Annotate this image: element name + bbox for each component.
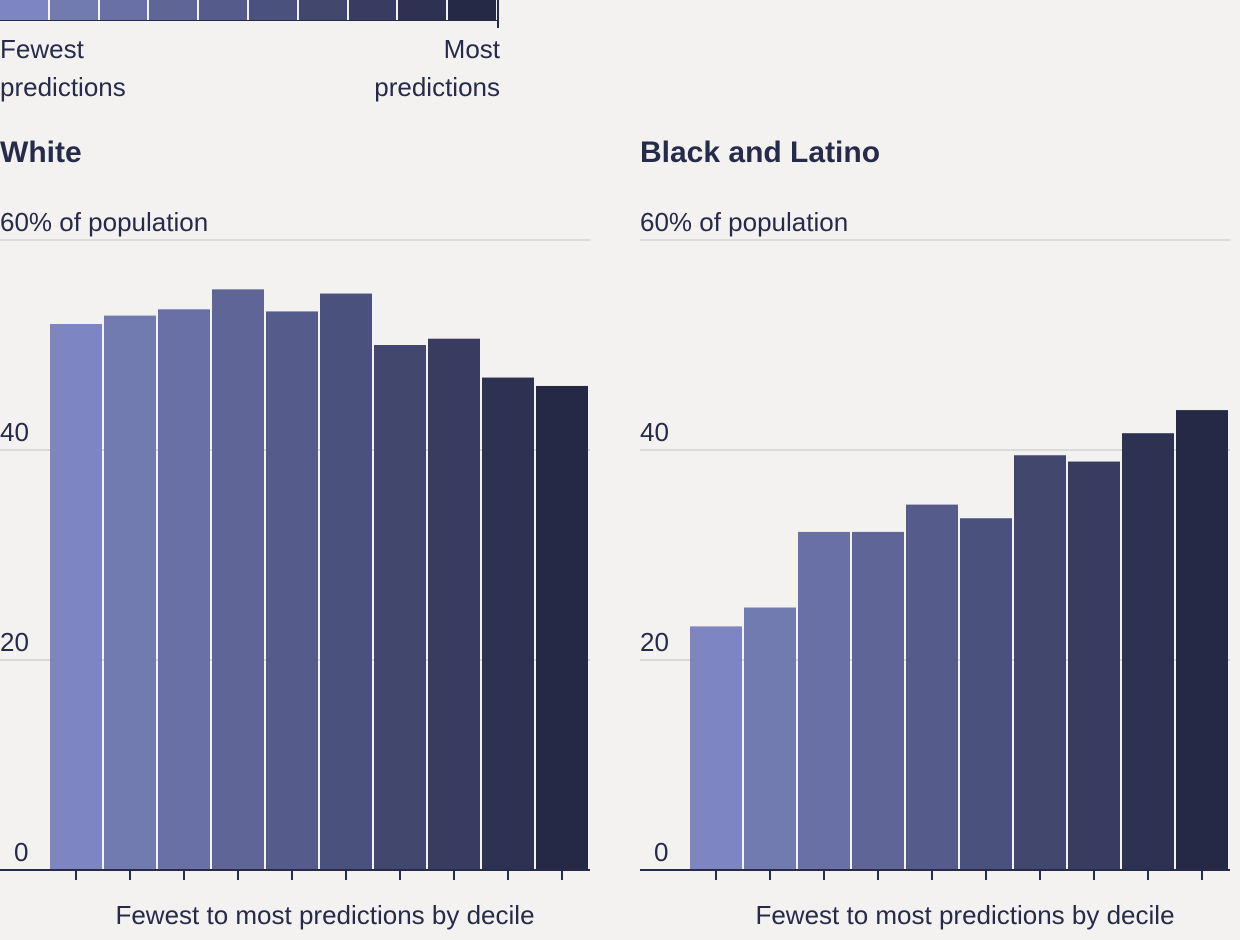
chart-title-white: White	[0, 136, 82, 169]
legend-swatch	[398, 0, 449, 20]
bar-decile-9	[1122, 433, 1174, 870]
bar-decile-5	[266, 311, 318, 870]
x-axis-label-white: Fewest to most predictions by decile	[115, 900, 535, 930]
bar-decile-7	[374, 345, 426, 870]
bar-decile-2	[744, 607, 796, 870]
legend-swatch	[0, 0, 50, 20]
legend-end-tick	[497, 0, 499, 28]
y-tick-label: 20	[0, 627, 29, 657]
bar-decile-4	[212, 289, 264, 871]
bar-decile-3	[158, 309, 210, 870]
y-tick-label: 40	[640, 417, 669, 447]
bar-decile-4	[852, 531, 904, 870]
legend-label-most: Most predictions	[374, 34, 500, 102]
y-tick-label: 0	[14, 837, 28, 867]
legend-swatch	[248, 0, 299, 20]
bar-decile-2	[104, 315, 156, 871]
bar-decile-1	[50, 324, 102, 870]
bar-decile-6	[320, 293, 372, 870]
legend-color-scale	[0, 0, 498, 21]
bar-decile-10	[1176, 410, 1228, 870]
legend-swatch	[149, 0, 200, 20]
bar-decile-3	[798, 531, 850, 870]
bar-decile-1	[690, 626, 742, 870]
bar-decile-8	[1068, 461, 1120, 870]
bar-chart-black-latino: 0 20 40 60% of population	[640, 207, 1230, 880]
bar-decile-8	[428, 338, 480, 870]
legend-swatch	[298, 0, 349, 20]
bar-decile-10	[536, 385, 588, 870]
legend-swatch	[99, 0, 150, 20]
legend-swatch	[199, 0, 249, 20]
y-tick-label: 20	[640, 627, 669, 657]
legend-swatch	[49, 0, 100, 20]
bar-decile-9	[482, 377, 534, 870]
chart-title-black-latino: Black and Latino	[640, 136, 881, 169]
y-tick-label: 60% of population	[640, 207, 848, 237]
legend-label-fewest: Fewest predictions	[0, 34, 126, 102]
legend-swatch	[448, 0, 498, 20]
legend-swatch	[348, 0, 399, 20]
bar-decile-6	[960, 518, 1012, 870]
y-tick-label: 40	[0, 417, 29, 447]
x-axis-label-black-latino: Fewest to most predictions by decile	[755, 900, 1175, 930]
bar-chart-white: 0 20 40 60% of population	[0, 207, 590, 880]
y-tick-label: 0	[654, 837, 668, 867]
bar-decile-5	[906, 504, 958, 870]
bar-decile-7	[1014, 455, 1066, 870]
y-tick-label: 60% of population	[0, 207, 208, 237]
